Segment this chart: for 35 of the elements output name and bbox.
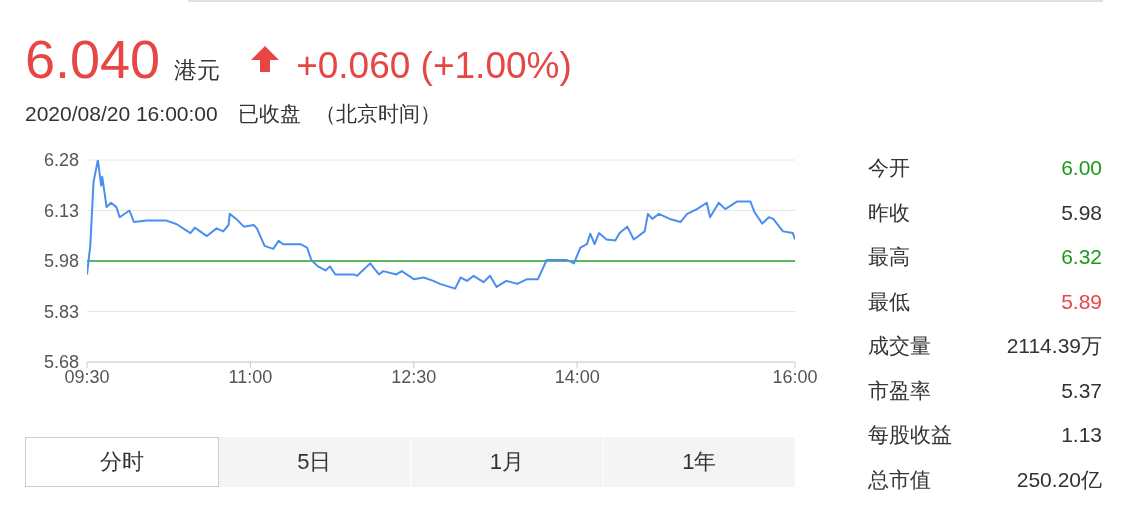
text: 1年 (602, 437, 795, 487)
text: 2114.39万 (1006, 334, 1102, 358)
text: 分时 (25, 437, 219, 487)
y-tick-label: 5.83 (43, 301, 79, 322)
text: 1月 (410, 437, 603, 487)
text: 1.13 (1061, 423, 1102, 447)
x-tick-label: 16:00 (772, 366, 818, 387)
category-label: 市盈率 (868, 377, 931, 404)
category-label: 昨收 (868, 199, 910, 226)
category-label: 今开 (868, 155, 910, 182)
text: （北京时间） (314, 102, 441, 125)
text: 已收盘 (237, 102, 301, 125)
text: 5日 (296, 448, 333, 476)
category-label: 成交量 (868, 333, 931, 360)
category-label: 总市值 (868, 466, 931, 493)
y-tick-label: 5.98 (43, 251, 79, 272)
text: 5.37 (1061, 378, 1102, 402)
text: 港元 (174, 56, 221, 85)
x-tick-label: 12:30 (391, 366, 437, 387)
category-label: 最低 (868, 288, 910, 315)
y-tick-label: 6.13 (43, 200, 79, 221)
category-label: 最高 (868, 244, 910, 271)
text: 5.89 (1061, 289, 1102, 313)
text: 250.20亿 (1016, 467, 1102, 491)
line-series (87, 160, 795, 290)
text: 2020/08/20 16:00:00 (25, 102, 218, 125)
x-tick-label: 14:00 (554, 366, 600, 387)
text: 5.98 (1061, 200, 1102, 224)
chart-title: 6.040 (25, 28, 161, 90)
text: 6.00 (1061, 156, 1102, 180)
x-tick-label: 11:00 (228, 366, 273, 387)
y-tick-label: 6.28 (43, 150, 79, 171)
text: 6.32 (1061, 245, 1102, 269)
category-label: 每股收益 (868, 422, 952, 449)
text: +0.060 (+1.00%) (296, 45, 572, 87)
